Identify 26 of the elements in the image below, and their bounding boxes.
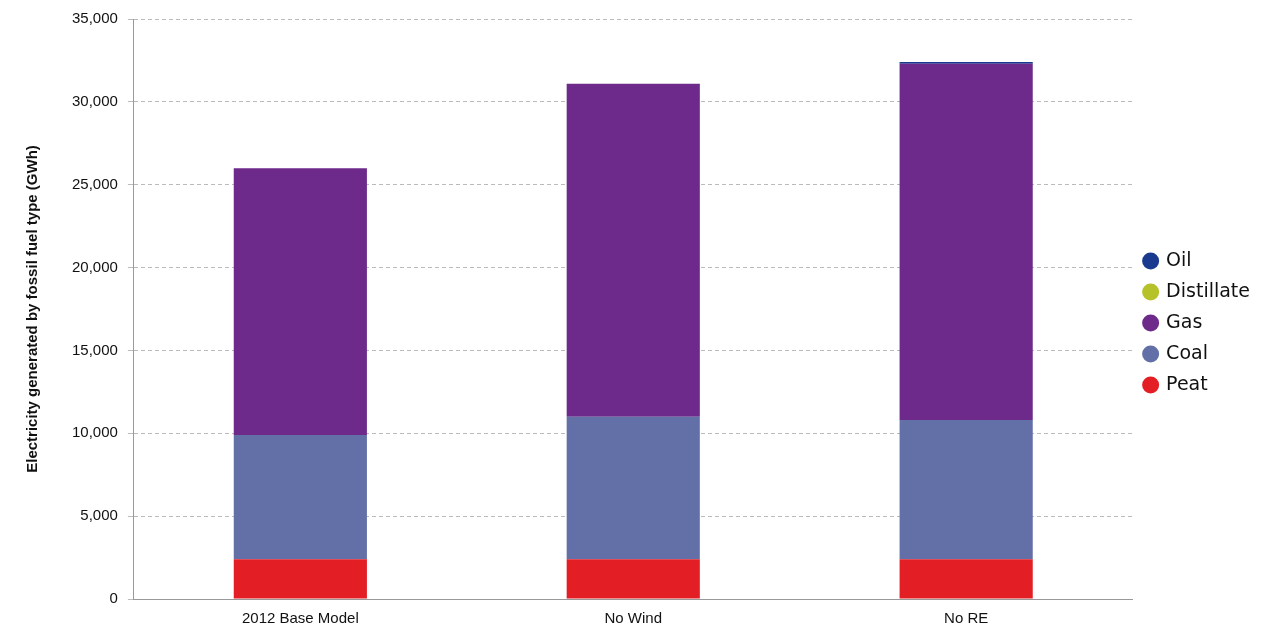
x-tick-label: No RE (944, 609, 989, 627)
y-tick-label: 0 (109, 589, 118, 607)
legend-label: Peat (1166, 371, 1208, 394)
bar (233, 434, 367, 560)
bar (899, 63, 1033, 421)
y-tick-label: 5,000 (80, 506, 118, 524)
y-tick-label: 30,000 (71, 92, 118, 109)
bar (566, 416, 700, 560)
legend-label: Coal (1166, 340, 1208, 363)
y-tick-label: 35,000 (71, 9, 118, 27)
x-tick-label: No Wind (604, 609, 663, 627)
bar (233, 168, 367, 435)
legend-label: Gas (1166, 309, 1203, 332)
bar (899, 420, 1033, 560)
legend-label: Distillate (1166, 278, 1251, 301)
x-tick-label: 2012 Base Model (241, 609, 359, 627)
y-tick-label: 10,000 (71, 423, 118, 441)
y-axis-title: Electricity generated by fossil fuel type (GWh) (23, 145, 41, 473)
bar (899, 559, 1033, 599)
y-tick-label: 25,000 (71, 174, 118, 192)
bar (566, 83, 700, 417)
y-tick-label: 15,000 (71, 340, 118, 358)
bar (566, 559, 700, 599)
legend-label: Oil (1166, 247, 1192, 270)
y-tick-label: 20,000 (71, 257, 118, 275)
bar (233, 559, 367, 599)
